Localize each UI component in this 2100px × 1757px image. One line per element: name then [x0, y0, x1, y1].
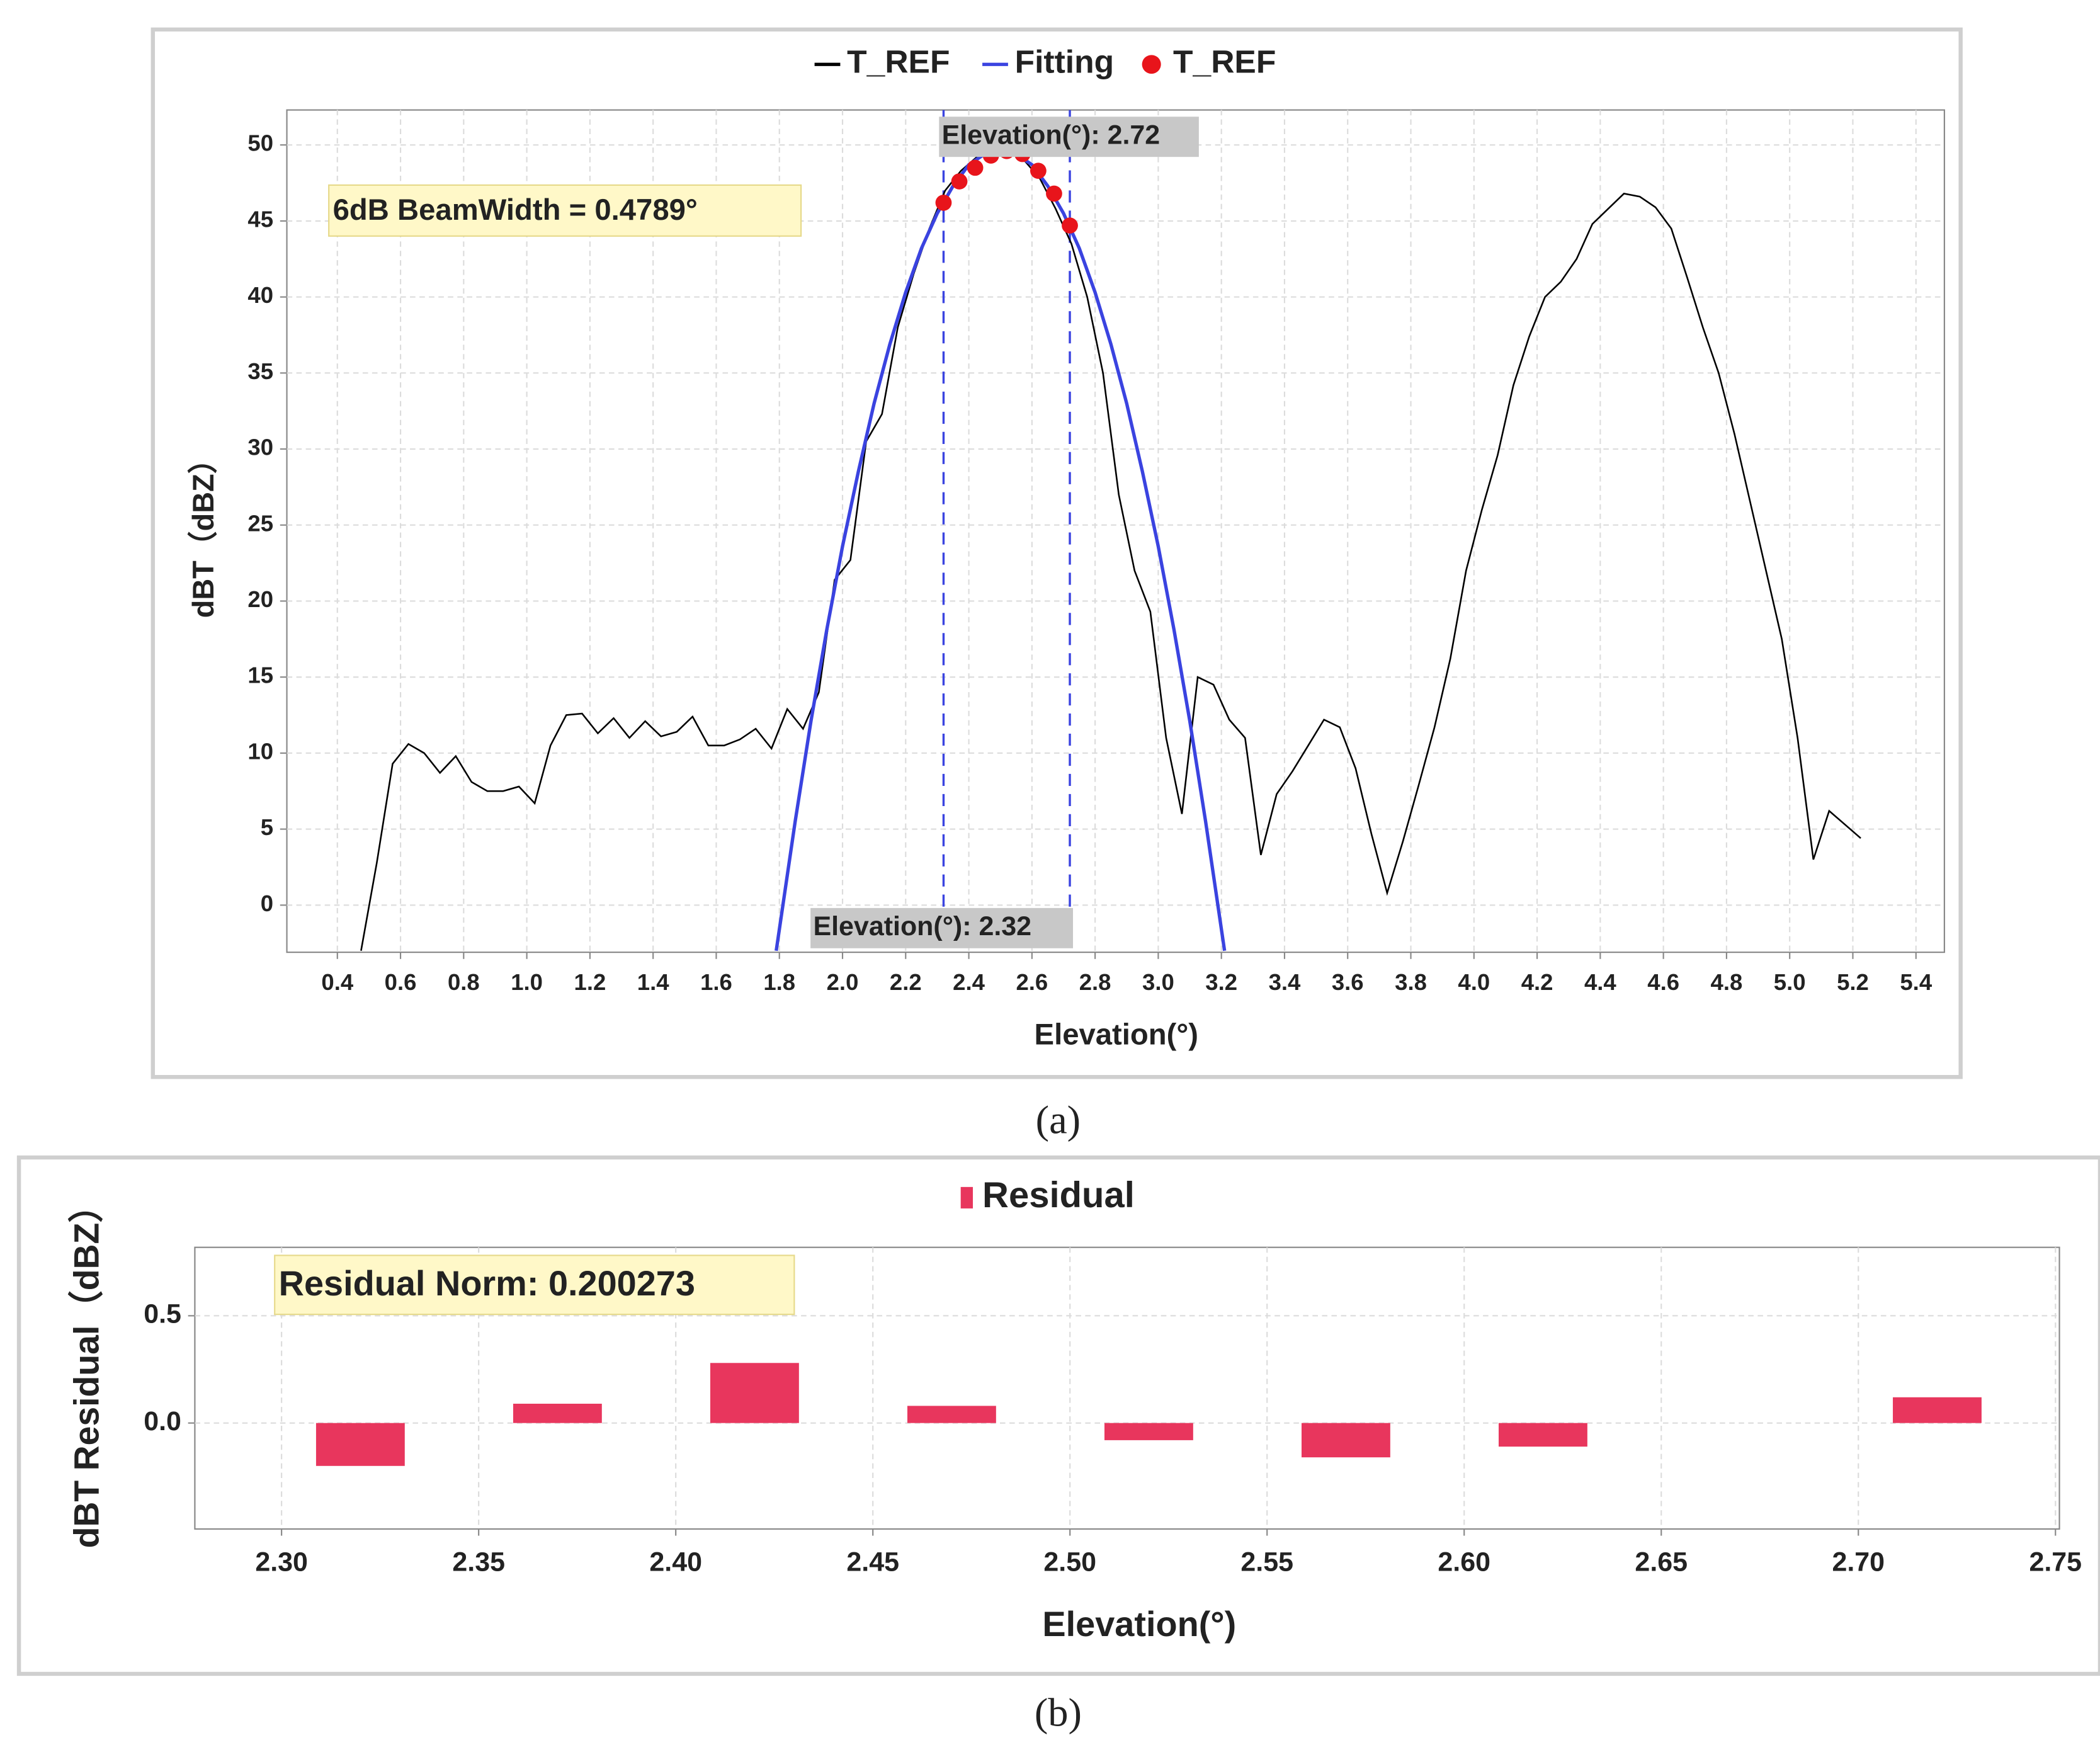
x-tick-label: 2.55 [1240, 1547, 1293, 1578]
x-tick-label: 2.70 [1832, 1547, 1885, 1578]
y-tick-label: 40 [247, 282, 273, 308]
x-tick-label: 4.4 [1584, 969, 1617, 995]
y-tick-label: 0 [261, 890, 273, 916]
x-tick-label: 2.30 [255, 1547, 308, 1578]
y-axis-label: dBT（dBZ） [186, 445, 220, 618]
x-tick-label: 2.75 [2029, 1547, 2082, 1578]
x-tick-label: 5.0 [1774, 969, 1806, 995]
x-axis-label: Elevation(°) [1042, 1605, 1236, 1644]
x-tick-label: 2.4 [953, 969, 985, 995]
data-point [1030, 162, 1047, 179]
bar [710, 1363, 799, 1423]
x-tick-label: 1.2 [574, 969, 606, 995]
bar [1104, 1423, 1193, 1440]
data-point [967, 159, 984, 176]
x-tick-label: 4.6 [1647, 969, 1679, 995]
x-tick-label: 2.45 [846, 1547, 899, 1578]
x-tick-label: 3.4 [1269, 969, 1302, 995]
y-tick-label: 30 [247, 435, 273, 460]
x-tick-label: 2.65 [1635, 1547, 1688, 1578]
y-tick-label: 45 [247, 207, 273, 232]
y-tick-label: 15 [247, 662, 273, 688]
annotation: Elevation(°): 2.72 [942, 120, 1161, 151]
y-tick-label: 35 [247, 358, 273, 384]
plot-area [286, 109, 1945, 953]
x-tick-label: 1.4 [637, 969, 670, 995]
x-tick-label: 0.8 [448, 969, 480, 995]
bar [1499, 1423, 1587, 1447]
caption: (a) [1036, 1098, 1081, 1142]
x-tick-label: 3.6 [1332, 969, 1364, 995]
y-tick-label: 0.0 [144, 1406, 181, 1436]
x-tick-label: 2.2 [890, 969, 922, 995]
x-tick-label: 5.2 [1837, 969, 1869, 995]
x-tick-label: 4.8 [1711, 969, 1743, 995]
data-point [1046, 185, 1062, 202]
x-tick-label: 4.2 [1521, 969, 1553, 995]
x-tick-label: 2.6 [1016, 969, 1048, 995]
bar [513, 1404, 602, 1423]
x-tick-label: 2.8 [1079, 969, 1111, 995]
bar [315, 1423, 405, 1466]
x-tick-label: 2.35 [452, 1547, 505, 1578]
data-point [951, 173, 968, 190]
data-line [360, 149, 1861, 951]
y-tick-label: 20 [247, 586, 273, 612]
annotation: 6dB BeamWidth = 0.4789° [333, 193, 698, 226]
x-tick-label: 3.8 [1395, 969, 1427, 995]
x-tick-label: 2.50 [1043, 1547, 1096, 1578]
legend-marker [1142, 55, 1161, 74]
legend-label: T_REF [847, 44, 950, 80]
y-tick-label: 10 [247, 739, 273, 765]
y-tick-label: 25 [247, 510, 273, 536]
data-point [1062, 217, 1078, 234]
annotation-box [810, 907, 1074, 948]
x-tick-label: 4.0 [1458, 969, 1490, 995]
x-tick-label: 1.6 [700, 969, 732, 995]
caption: (b) [1035, 1690, 1082, 1735]
plot-content [315, 1363, 1982, 1466]
bar [907, 1406, 996, 1423]
annotation-box [939, 117, 1199, 157]
annotation-box [274, 1254, 795, 1316]
legend-label: Residual [982, 1175, 1135, 1215]
y-tick-label: 50 [247, 130, 273, 156]
x-tick-label: 2.0 [827, 969, 859, 995]
legend-marker [960, 1186, 973, 1208]
y-tick-label: 5 [261, 814, 273, 840]
legend-label: Fitting [1015, 44, 1114, 80]
x-tick-label: 0.6 [385, 969, 417, 995]
x-tick-label: 3.0 [1142, 969, 1174, 995]
annotation-box [328, 184, 802, 237]
x-tick-label: 2.40 [649, 1547, 702, 1578]
x-tick-label: 3.2 [1205, 969, 1237, 995]
bar [1302, 1423, 1390, 1458]
x-tick-label: 1.0 [511, 969, 543, 995]
x-tick-label: 5.4 [1900, 969, 1933, 995]
x-tick-label: 0.4 [321, 969, 354, 995]
data-point [935, 195, 952, 211]
annotation: Residual Norm: 0.200273 [279, 1264, 695, 1303]
y-axis-label: dBT Residual（dBZ） [67, 1188, 106, 1548]
bar [1893, 1397, 1982, 1423]
y-tick-label: 0.5 [144, 1299, 181, 1329]
x-tick-label: 2.60 [1438, 1547, 1490, 1578]
x-axis-label: Elevation(°) [1035, 1018, 1198, 1051]
legend-label: T_REF [1173, 44, 1276, 80]
x-tick-label: 1.8 [763, 969, 795, 995]
annotation: Elevation(°): 2.32 [813, 911, 1031, 941]
